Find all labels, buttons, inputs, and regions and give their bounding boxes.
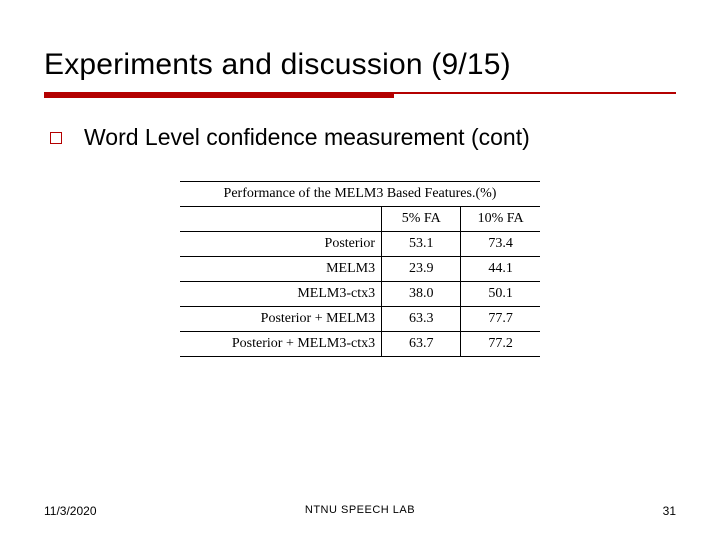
table-row: Posterior + MELM3-ctx3 63.7 77.2 [180, 332, 540, 357]
slide: Experiments and discussion (9/15) Word L… [0, 0, 720, 540]
row-label: Posterior + MELM3 [180, 307, 382, 332]
row-value: 63.7 [382, 332, 461, 357]
table-header-row: 5% FA 10% FA [180, 207, 540, 232]
row-label: Posterior [180, 232, 382, 257]
row-label: Posterior + MELM3-ctx3 [180, 332, 382, 357]
bullet-item: Word Level confidence measurement (cont) [44, 124, 676, 151]
footer-center: NTNU SPEECH LAB [44, 504, 676, 516]
row-value: 73.4 [461, 232, 540, 257]
bullet-text: Word Level confidence measurement (cont) [84, 124, 530, 151]
slide-footer: 11/3/2020 NTNU SPEECH LAB 31 [44, 504, 676, 518]
divider-thin [394, 92, 676, 94]
table-caption: Performance of the MELM3 Based Features.… [180, 182, 540, 207]
performance-table: Performance of the MELM3 Based Features.… [180, 181, 540, 357]
table-row: Posterior + MELM3 63.3 77.7 [180, 307, 540, 332]
table-caption-row: Performance of the MELM3 Based Features.… [180, 182, 540, 207]
table-row: MELM3-ctx3 38.0 50.1 [180, 282, 540, 307]
slide-title: Experiments and discussion (9/15) [44, 48, 676, 82]
row-label: MELM3-ctx3 [180, 282, 382, 307]
row-value: 38.0 [382, 282, 461, 307]
row-value: 50.1 [461, 282, 540, 307]
performance-table-container: Performance of the MELM3 Based Features.… [180, 181, 540, 357]
square-bullet-icon [50, 132, 62, 144]
row-value: 77.2 [461, 332, 540, 357]
row-value: 44.1 [461, 257, 540, 282]
title-divider [44, 92, 676, 98]
table-row: MELM3 23.9 44.1 [180, 257, 540, 282]
row-value: 77.7 [461, 307, 540, 332]
header-col-1: 5% FA [382, 207, 461, 232]
header-col-2: 10% FA [461, 207, 540, 232]
row-value: 23.9 [382, 257, 461, 282]
divider-thick [44, 92, 394, 98]
table-row: Posterior 53.1 73.4 [180, 232, 540, 257]
row-label: MELM3 [180, 257, 382, 282]
header-blank [180, 207, 382, 232]
row-value: 53.1 [382, 232, 461, 257]
row-value: 63.3 [382, 307, 461, 332]
